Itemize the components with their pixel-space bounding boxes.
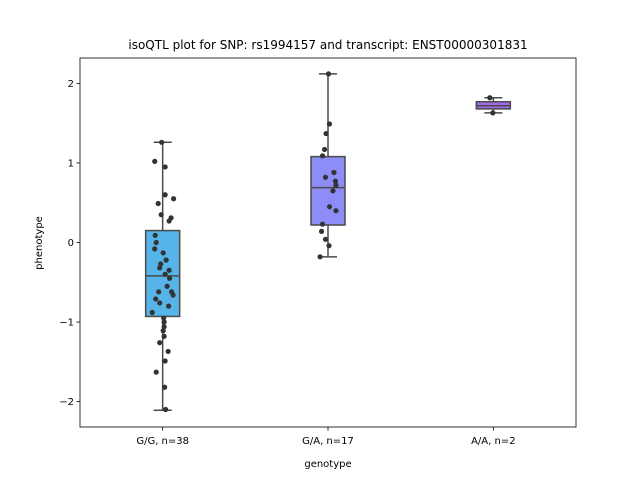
chart-title: isoQTL plot for SNP: rs1994157 and trans… [128,38,527,52]
data-point [157,265,163,271]
data-point [317,254,323,260]
data-point [161,333,167,339]
data-point [325,71,332,77]
data-point [321,146,328,153]
y-tick-label: 2 [68,79,74,90]
x-axis: G/G, n=38 G/A, n=17 A/A, n=2 [136,427,516,447]
x-tick-label: G/G, n=38 [136,436,189,447]
data-point [162,358,168,364]
data-point [157,340,163,346]
data-point [161,319,167,325]
data-point [167,275,173,281]
y-tick-label: 1 [68,158,74,169]
data-point [162,192,168,198]
data-point [319,221,326,227]
data-point [166,218,172,224]
data-point [161,324,167,330]
plot-area [144,71,512,413]
box-group [144,141,181,412]
data-point [158,212,164,218]
y-tick-label: −1 [59,318,74,329]
data-point [152,232,158,238]
data-point [170,292,176,298]
data-point [162,384,168,390]
data-point [319,153,326,159]
data-point [161,315,167,321]
data-point [153,239,159,246]
data-point [157,300,163,306]
data-point [160,250,166,256]
data-point [322,174,329,180]
data-point [152,158,158,164]
data-point [318,228,325,234]
data-point [331,169,337,176]
data-point [162,164,168,170]
data-point [156,289,162,295]
box-iqr [310,155,346,226]
data-point [326,121,333,127]
y-axis: −2 −1 0 1 2 [59,79,80,408]
x-tick-label: A/A, n=2 [471,436,516,447]
x-axis-label: genotype [304,459,351,470]
data-point [153,369,159,375]
data-point [166,303,172,309]
data-point [164,283,170,289]
data-point [160,328,166,334]
y-tick-label: 0 [68,238,74,249]
data-point [490,110,496,116]
y-tick-label: −2 [59,397,74,408]
data-point [333,182,339,188]
x-tick-label: G/A, n=17 [302,436,354,447]
data-point [326,204,333,210]
data-point [153,296,159,302]
data-point [487,95,493,101]
data-point [323,130,329,137]
data-point [162,271,168,277]
data-point [163,406,169,413]
data-point [152,246,158,252]
data-point [332,178,339,184]
data-point [322,236,329,242]
data-point [165,348,171,355]
data-point [149,309,155,316]
y-axis-label: phenotype [34,216,45,270]
data-point [155,200,161,207]
data-point [158,261,164,267]
data-point [159,139,165,145]
data-point [333,208,339,214]
data-point [166,267,172,273]
data-point [163,257,169,263]
data-point [330,188,336,194]
data-point [326,243,332,249]
data-point [170,196,177,202]
box-group [310,73,346,258]
box-iqr [144,229,181,318]
